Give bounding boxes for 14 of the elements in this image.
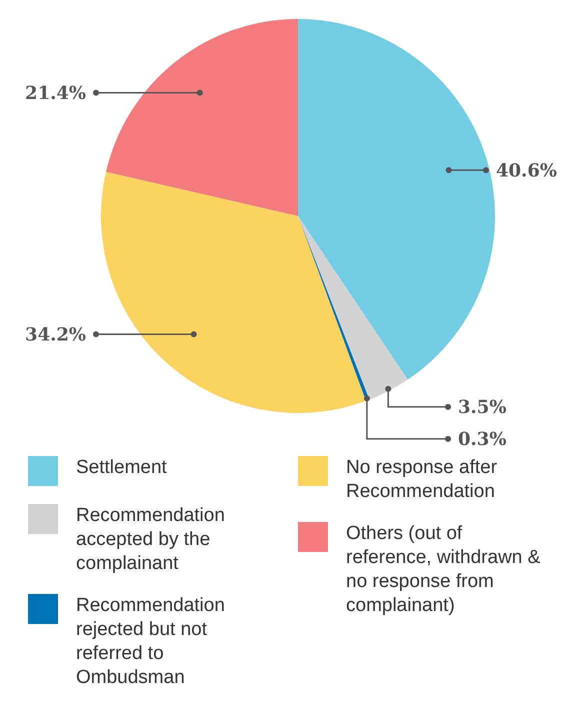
legend-label: Recommendation rejected but not referred to Ombudsman	[76, 594, 226, 690]
legend-label: Others (out of reference, withdrawn & no response from complainant)	[346, 522, 542, 618]
pie-slice	[106, 19, 298, 216]
data-label: 0.3%	[458, 429, 506, 450]
data-label: 21.4%	[25, 82, 86, 104]
legend-label: No response after Recommendation	[346, 456, 498, 504]
pie-slice	[298, 19, 495, 380]
data-label: 40.6%	[496, 160, 557, 182]
data-label: 3.5%	[458, 397, 506, 418]
pie-slice	[101, 172, 366, 413]
pie-slice	[298, 216, 408, 400]
legend-label: Settlement	[76, 456, 168, 480]
legend-label: Recommendation accepted by the complainant	[76, 504, 226, 576]
data-label: 34.2%	[25, 324, 86, 346]
